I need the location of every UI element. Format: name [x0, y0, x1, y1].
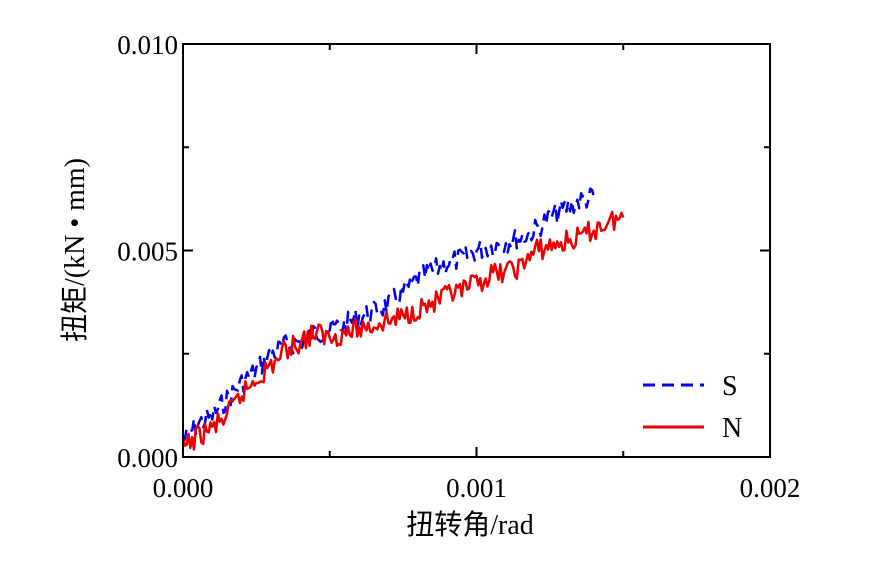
series-layer: [181, 187, 625, 451]
y-tick-label: 0.005: [117, 237, 178, 267]
x-tick-label: 0.001: [446, 473, 507, 503]
series-line-n: [181, 210, 625, 451]
series-line-s: [182, 187, 596, 442]
x-axis-title: 扭转角/rad: [406, 509, 534, 541]
y-axis-title: 扭矩/(kN • mm): [59, 158, 91, 342]
legend-label-s: S: [722, 371, 738, 402]
x-tick-label: 0.002: [740, 473, 801, 503]
legend: SN: [643, 371, 742, 444]
y-tick-label: 0.000: [117, 443, 178, 473]
y-tick-label: 0.010: [117, 30, 178, 60]
legend-label-n: N: [722, 413, 742, 444]
x-tick-label: 0.000: [153, 473, 214, 503]
ticks-layer: 0.000 0.001 0.002 0.000 0.005 0.010: [117, 30, 800, 503]
